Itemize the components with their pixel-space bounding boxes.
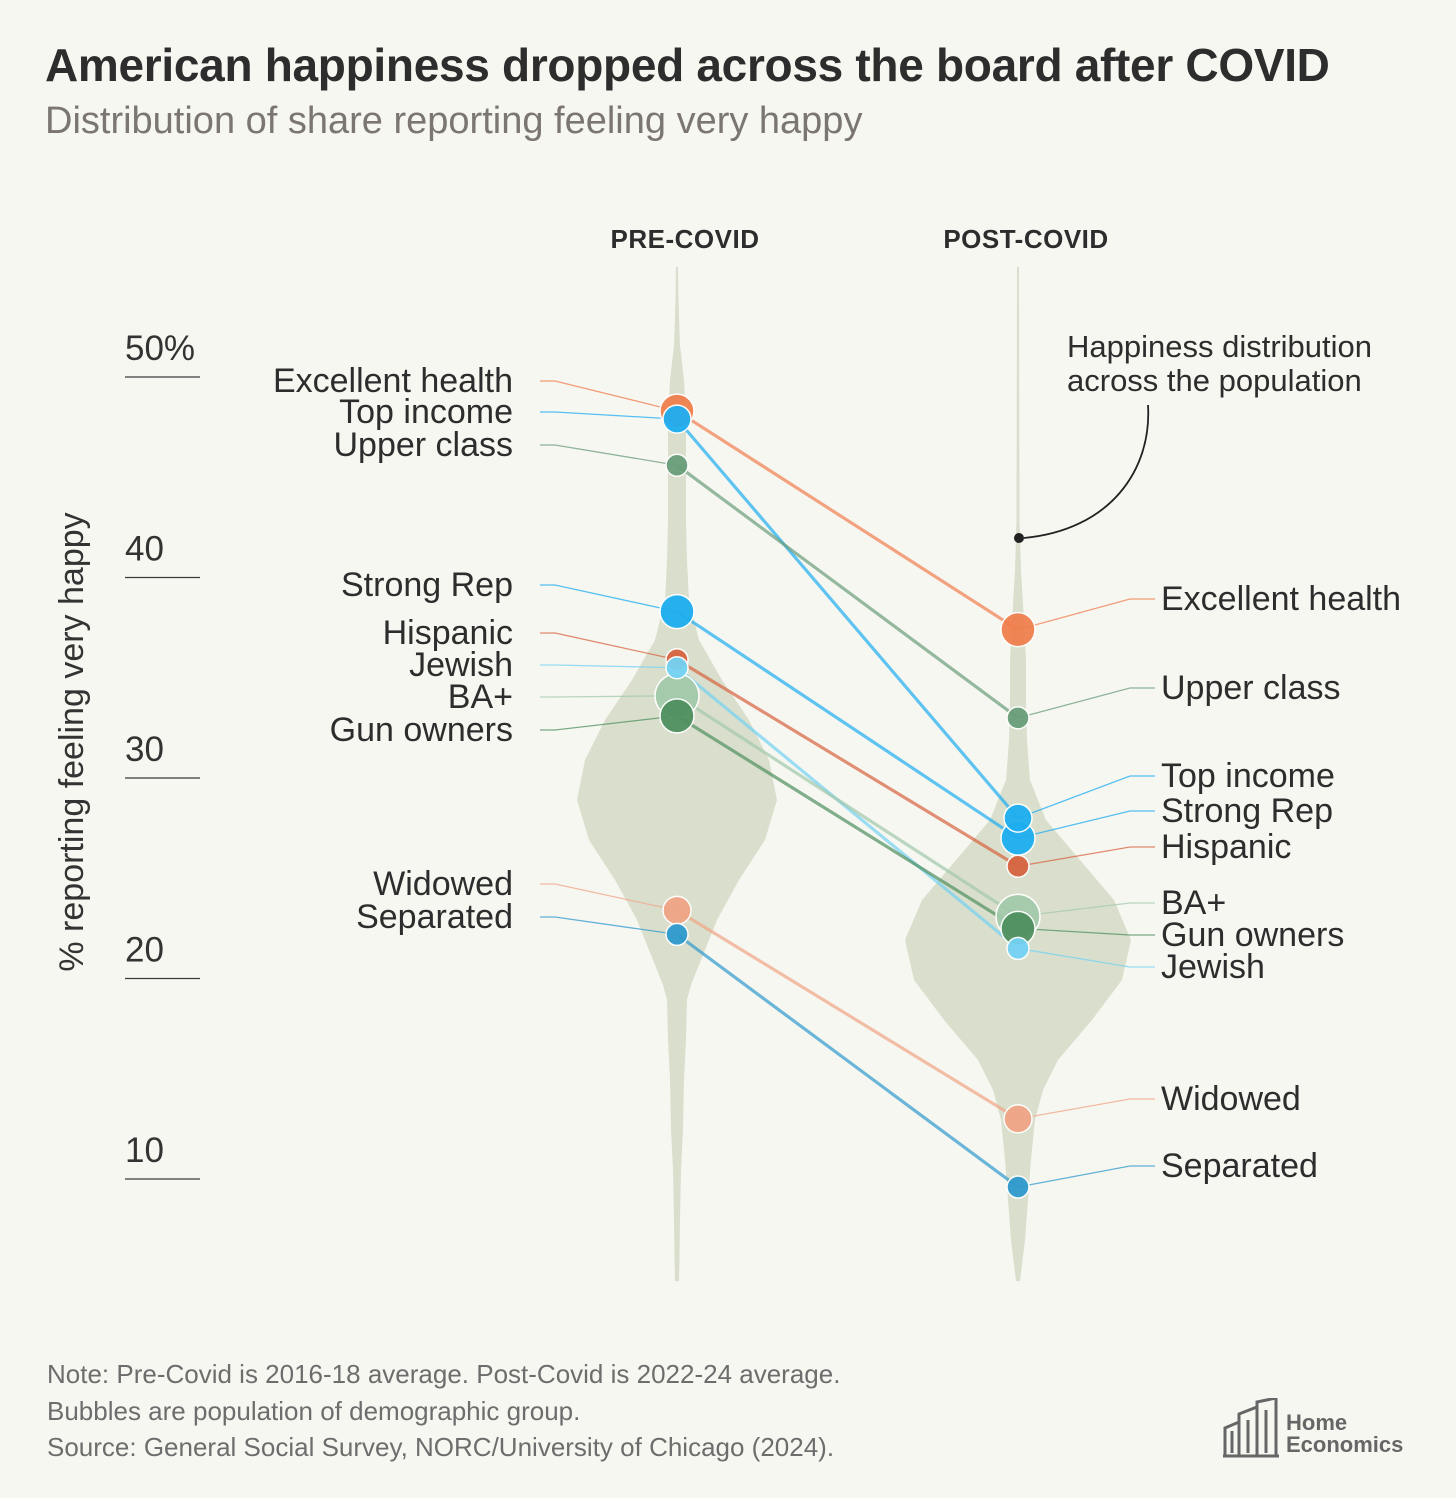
home-economics-logo: Home Economics — [1222, 1398, 1422, 1462]
post-leader-line — [1017, 810, 1155, 839]
post-series-label: Upper class — [1161, 669, 1341, 707]
pre-series-label: Excellent health — [273, 362, 513, 400]
source-line: Source: General Social Survey, NORC/Univ… — [47, 1432, 835, 1462]
pre-series-label: Jewish — [409, 646, 513, 684]
pre-leader-line — [540, 380, 678, 412]
slope-line — [676, 463, 1019, 720]
post-leader-line — [1017, 947, 1155, 968]
post-leader-line — [1017, 846, 1155, 867]
slope-line — [676, 610, 1019, 840]
pre-series-label: Upper class — [333, 426, 513, 464]
slope-line — [676, 694, 1019, 918]
pre-series-label: Gun owners — [330, 711, 513, 749]
note-line: Bubbles are population of demographic gr… — [47, 1395, 581, 1426]
post-leader-line — [1017, 927, 1155, 936]
logo-line-1: Home — [1286, 1410, 1348, 1435]
post-series-label: Jewish — [1161, 948, 1265, 986]
post-leader-line — [1017, 1165, 1155, 1188]
pre-leader-line — [540, 444, 678, 466]
post-bubble — [1006, 706, 1030, 730]
post-leader-line — [1017, 1098, 1155, 1120]
post-bubble — [1003, 1104, 1033, 1134]
pre-bubble — [665, 453, 689, 477]
pre-leader-line — [540, 695, 678, 698]
pre-leader-line — [540, 664, 678, 669]
logo-text: Home Economics — [1286, 1412, 1403, 1456]
slope-line — [676, 658, 1019, 868]
chart-notes: Note: Pre-Covid is 2016-18 average. Post… — [47, 1356, 840, 1466]
post-series-label: Gun owners — [1161, 916, 1344, 954]
post-series-label: Excellent health — [1161, 580, 1401, 618]
post-covid-violin — [905, 266, 1131, 1282]
pre-leader-line — [540, 584, 678, 613]
post-series-label: Strong Rep — [1161, 792, 1333, 830]
pre-covid-violin — [577, 266, 777, 1282]
pre-bubble — [665, 922, 689, 947]
y-tick-label: 40 — [125, 530, 164, 569]
post-covid-header: POST-COVID — [943, 224, 1108, 254]
y-tick-label: 10 — [125, 1131, 164, 1170]
slope-line — [676, 933, 1019, 1189]
pre-leader-line — [540, 916, 678, 936]
slope-line — [676, 714, 1019, 930]
post-bubble — [1006, 854, 1030, 878]
logo-line-2: Economics — [1286, 1432, 1404, 1457]
pre-series-label: Widowed — [373, 865, 513, 903]
pre-bubble — [662, 895, 692, 926]
violin-slope-chart: 50% 40 30 20 10 % reporting feeling very happ… — [53, 224, 1401, 1282]
pre-leader-line — [540, 715, 678, 731]
post-leader-line — [1017, 902, 1155, 917]
annotation-arrow — [1023, 404, 1150, 539]
post-bubble — [1003, 803, 1033, 833]
annotation-text: across the population — [1067, 363, 1362, 398]
pre-leader-line — [540, 411, 678, 420]
note-line: Note: Pre-Covid is 2016-18 average. Post… — [47, 1359, 841, 1389]
pre-covid-header: PRE-COVID — [611, 224, 760, 254]
pre-series-label: Separated — [356, 898, 513, 936]
post-series-label: Hispanic — [1161, 828, 1291, 866]
chart-title: American happiness dropped across the bo… — [45, 39, 1330, 91]
chart-subtitle: Distribution of share reporting feeling … — [45, 100, 863, 142]
pre-bubble — [659, 593, 695, 630]
pre-series-label: Hispanic — [383, 614, 513, 652]
slope-line — [675, 666, 1020, 950]
pre-series-label: BA+ — [448, 678, 513, 716]
slope-line — [676, 908, 1019, 1121]
slope-line — [676, 409, 1019, 631]
pre-bubble — [662, 404, 692, 434]
y-axis-label: % reporting feeling very happy — [53, 512, 91, 971]
post-leader-line — [1017, 598, 1155, 631]
post-series-label: BA+ — [1161, 884, 1226, 922]
post-bubble — [1006, 936, 1030, 961]
pre-series-label: Strong Rep — [341, 566, 513, 604]
post-series-label: Separated — [1161, 1147, 1318, 1185]
post-leader-line — [1017, 687, 1155, 719]
pre-series-label: Top income — [339, 393, 513, 431]
post-leader-line — [1017, 775, 1155, 819]
post-bubble — [1000, 611, 1036, 648]
slope-line — [675, 418, 1020, 820]
buildings-icon — [1223, 1398, 1279, 1458]
y-tick-label: 50% — [125, 329, 195, 368]
annotation-dot — [1014, 533, 1024, 543]
annotation-text: Happiness distribution — [1067, 329, 1372, 364]
post-series-label: Top income — [1161, 757, 1335, 795]
pre-bubble — [665, 655, 689, 680]
y-tick-label: 20 — [125, 931, 164, 970]
post-series-label: Widowed — [1161, 1080, 1301, 1118]
pre-leader-line — [540, 883, 678, 911]
y-tick-label: 30 — [125, 730, 164, 769]
post-bubble — [1006, 1175, 1030, 1199]
pre-bubble — [659, 698, 695, 734]
pre-leader-line — [540, 632, 678, 661]
